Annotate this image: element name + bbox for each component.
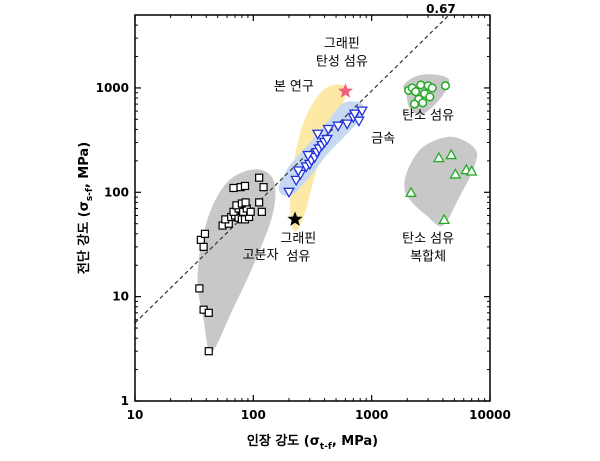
region-고분자: [197, 169, 276, 354]
point-탄소-섬유: [416, 80, 426, 90]
annotation-탄소-섬유-복합체: 탄소 섬유 복합체: [402, 232, 454, 265]
point-탄소-섬유-복합체: [445, 148, 458, 160]
point-고분자: [241, 198, 250, 207]
x-tick-label: 10: [127, 408, 144, 422]
point-탄소-섬유: [440, 81, 450, 91]
point-고분자: [259, 183, 268, 192]
point-고분자: [199, 242, 208, 251]
point-금속: [311, 129, 324, 141]
point-고분자: [240, 181, 250, 191]
annotation-금속: 금속: [371, 132, 395, 147]
point-금속: [341, 119, 354, 130]
point-고분자: [204, 308, 213, 317]
region-탄소-섬유-복합체: [404, 136, 478, 227]
point-금속: [292, 166, 305, 177]
point-금속: [321, 134, 333, 146]
annotation-그래핀-섬유: 그래핀 섬유: [280, 232, 316, 265]
point-고분자: [204, 347, 213, 356]
x-axis-label: 인장 강도 (σt-f, MPa): [247, 433, 378, 452]
x-tick-label: 10000: [469, 408, 511, 422]
point-금속: [352, 116, 365, 128]
point-탄소-섬유-복합체: [449, 168, 462, 179]
point-금속: [302, 150, 314, 162]
point-탄소-섬유: [425, 92, 435, 102]
y-tick-label: 1: [121, 394, 129, 408]
point-금속: [290, 175, 303, 187]
point-탄소-섬유: [418, 98, 428, 108]
points: [195, 80, 478, 356]
point-고분자: [229, 183, 238, 193]
trend-line: [134, 14, 450, 324]
point-금속: [356, 106, 369, 117]
point-고분자: [257, 207, 266, 216]
y-tick-label: 1000: [96, 81, 129, 95]
point-고분자: [246, 207, 255, 216]
point-탄소-섬유-복합체: [438, 213, 451, 225]
annotation-본-연구: 본 연구: [274, 79, 314, 94]
point-그래핀-섬유: [287, 211, 303, 226]
point-고분자: [200, 229, 210, 238]
point-탄소-섬유-복합체: [405, 186, 417, 197]
annotation-그래핀-탄성-섬유: 그래핀 탄성 섬유: [316, 36, 368, 69]
trend-slope-label: 0.67: [426, 2, 456, 16]
point-탄소-섬유: [427, 83, 437, 93]
point-고분자: [196, 235, 205, 244]
point-탄소-섬유-복합체: [465, 165, 478, 176]
point-금속: [348, 109, 361, 121]
annotation-고분자: 고분자: [243, 248, 279, 263]
point-탄소-섬유: [409, 99, 420, 109]
point-금속: [332, 121, 344, 133]
point-그래핀-탄성-섬유: [337, 83, 353, 98]
point-탄소-섬유: [411, 87, 421, 97]
trend-line-group: [134, 14, 450, 324]
point-금속: [283, 187, 295, 199]
point-고분자: [195, 284, 204, 293]
y-tick-label: 100: [104, 185, 129, 199]
point-금속: [322, 124, 335, 136]
annotation-탄소-섬유: 탄소 섬유: [402, 108, 454, 123]
point-탄소-섬유-복합체: [432, 151, 445, 163]
regions: [197, 74, 478, 354]
y-axis-label: 전단 강도 (σs-f, MPa): [76, 142, 95, 274]
point-고분자: [255, 173, 264, 182]
x-tick-label: 100: [241, 408, 266, 422]
y-tick-label: 10: [112, 290, 129, 304]
x-tick-label: 1000: [355, 408, 388, 422]
point-고분자: [255, 198, 264, 207]
